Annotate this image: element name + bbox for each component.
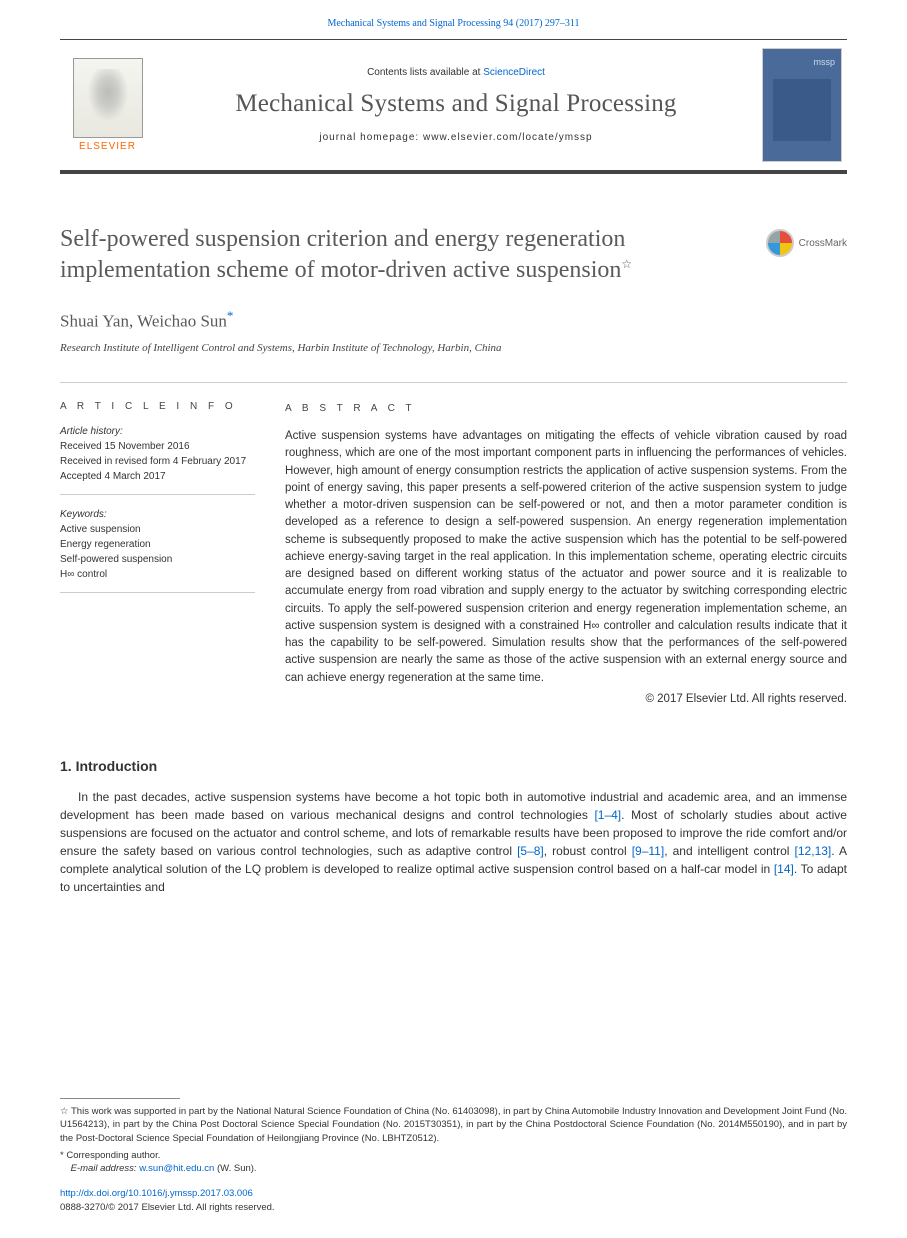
- homepage-url[interactable]: www.elsevier.com/locate/ymssp: [423, 132, 593, 143]
- page-footer: ☆ This work was supported in part by the…: [60, 1098, 847, 1214]
- doi-line: http://dx.doi.org/10.1016/j.ymssp.2017.0…: [60, 1187, 847, 1200]
- publisher-logo[interactable]: ELSEVIER: [60, 40, 155, 170]
- masthead-center: Contents lists available at ScienceDirec…: [155, 40, 757, 170]
- cover-graphic: [773, 79, 831, 141]
- contents-prefix: Contents lists available at: [367, 67, 483, 78]
- keywords-block: Keywords: Active suspension Energy regen…: [60, 507, 255, 593]
- introduction-section: 1. Introduction In the past decades, act…: [0, 758, 907, 896]
- footnote-divider: [60, 1098, 180, 1099]
- info-abstract-row: A R T I C L E I N F O Article history: R…: [60, 401, 847, 708]
- citation-link[interactable]: [12,13]: [795, 844, 832, 858]
- corresponding-mark: *: [227, 308, 234, 323]
- article-title: Self-powered suspension criterion and en…: [60, 224, 746, 286]
- citation-link[interactable]: [14]: [774, 862, 794, 876]
- header-citation: Mechanical Systems and Signal Processing…: [0, 0, 907, 39]
- article-history-block: Article history: Received 15 November 20…: [60, 424, 255, 495]
- intro-paragraph: In the past decades, active suspension s…: [60, 788, 847, 896]
- title-row: Self-powered suspension criterion and en…: [60, 224, 847, 286]
- intro-text: , and intelligent control: [664, 844, 794, 858]
- email-line: E-mail address: w.sun@hit.edu.cn (W. Sun…: [60, 1162, 847, 1175]
- keywords-heading: Keywords:: [60, 507, 255, 522]
- abstract-column: A B S T R A C T Active suspension system…: [285, 401, 847, 708]
- cover-label: mssp: [813, 57, 835, 67]
- crossmark-badge[interactable]: CrossMark: [766, 229, 847, 257]
- citation-link[interactable]: [9–11]: [632, 844, 664, 858]
- issn-copyright: 0888-3270/© 2017 Elsevier Ltd. All right…: [60, 1201, 847, 1214]
- intro-body: In the past decades, active suspension s…: [60, 788, 847, 896]
- doi-link[interactable]: http://dx.doi.org/10.1016/j.ymssp.2017.0…: [60, 1188, 253, 1199]
- funding-footnote: ☆ This work was supported in part by the…: [60, 1105, 847, 1145]
- abstract-copyright: © 2017 Elsevier Ltd. All rights reserved…: [285, 691, 847, 708]
- title-text: Self-powered suspension criterion and en…: [60, 226, 625, 283]
- section-divider: [60, 382, 847, 383]
- abstract-body: Active suspension systems have advantage…: [285, 428, 847, 687]
- homepage-prefix: journal homepage:: [319, 132, 423, 143]
- crossmark-label: CrossMark: [799, 238, 847, 249]
- article-info-column: A R T I C L E I N F O Article history: R…: [60, 401, 255, 708]
- author-email-link[interactable]: w.sun@hit.edu.cn: [139, 1163, 214, 1174]
- keyword-item: H∞ control: [60, 567, 255, 582]
- article-info-label: A R T I C L E I N F O: [60, 401, 255, 412]
- sciencedirect-link[interactable]: ScienceDirect: [483, 67, 545, 78]
- corresponding-author-note: * Corresponding author.: [60, 1149, 847, 1162]
- keyword-item: Energy regeneration: [60, 537, 255, 552]
- homepage-line: journal homepage: www.elsevier.com/locat…: [319, 132, 592, 143]
- contents-available-line: Contents lists available at ScienceDirec…: [367, 67, 545, 78]
- revised-date: Received in revised form 4 February 2017: [60, 454, 255, 469]
- intro-text: , robust control: [544, 844, 632, 858]
- authors-line: Shuai Yan, Weichao Sun*: [60, 308, 847, 332]
- author-names: Shuai Yan, Weichao Sun: [60, 312, 227, 331]
- email-suffix: (W. Sun).: [214, 1163, 256, 1174]
- journal-name: Mechanical Systems and Signal Processing: [235, 90, 676, 118]
- abstract-label: A B S T R A C T: [285, 401, 847, 416]
- publisher-name: ELSEVIER: [79, 141, 136, 152]
- history-heading: Article history:: [60, 424, 255, 439]
- journal-cover-thumbnail[interactable]: mssp: [762, 48, 842, 162]
- intro-heading: 1. Introduction: [60, 758, 847, 774]
- received-date: Received 15 November 2016: [60, 439, 255, 454]
- accepted-date: Accepted 4 March 2017: [60, 469, 255, 484]
- email-label: E-mail address:: [71, 1163, 140, 1174]
- affiliation: Research Institute of Intelligent Contro…: [60, 342, 847, 354]
- keyword-item: Active suspension: [60, 522, 255, 537]
- crossmark-icon: [766, 229, 794, 257]
- citation-link[interactable]: [1–4]: [594, 808, 621, 822]
- title-funding-note-mark: ☆: [621, 257, 632, 271]
- citation-link[interactable]: [5–8]: [517, 844, 544, 858]
- elsevier-tree-icon: [73, 58, 143, 138]
- keyword-item: Self-powered suspension: [60, 552, 255, 567]
- journal-masthead: ELSEVIER Contents lists available at Sci…: [60, 39, 847, 174]
